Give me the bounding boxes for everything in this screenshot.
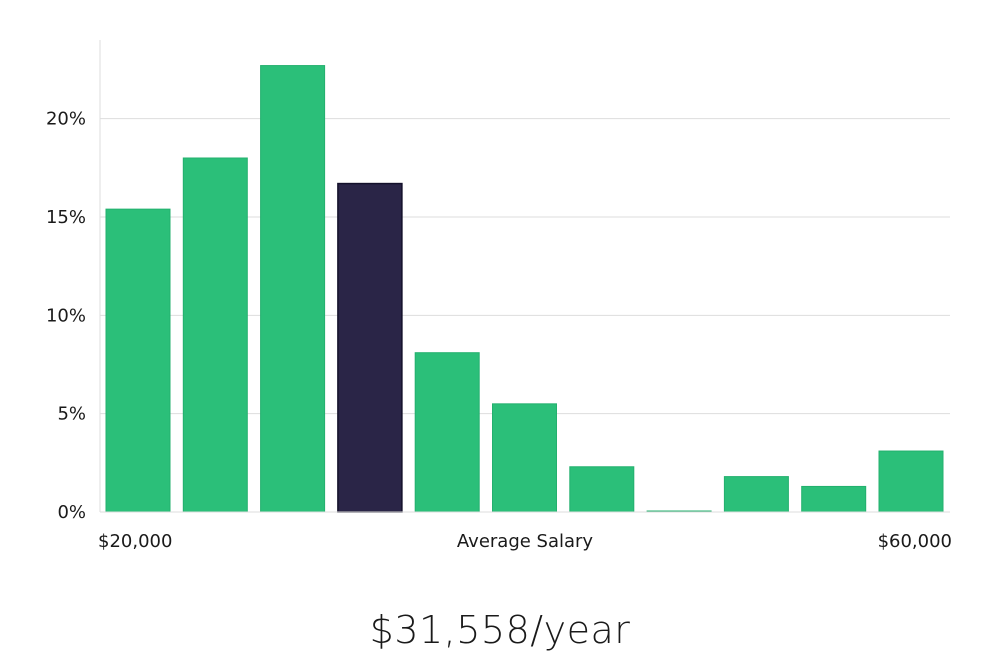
y-tick-label: 20% [46,109,86,130]
histogram-bar [878,450,944,513]
y-tick-label: 15% [46,207,86,228]
salary-histogram: 0% 5% 10% 15% 20% $20,000 Average Salary $60,00… [46,40,952,552]
histogram-bar [260,65,326,513]
histogram-bar [414,352,480,513]
x-axis-title: Average Salary [457,531,594,552]
histogram-bar [105,208,171,513]
y-tick-label: 0% [57,502,86,523]
highlighted-bar [337,182,403,513]
histogram-bar [569,466,635,513]
histogram-bar [492,403,557,513]
x-min-label: $20,000 [98,531,172,552]
y-tick-label: 5% [57,404,86,425]
x-max-label: $60,000 [878,531,952,552]
histogram-bar [723,476,789,513]
histogram-bar [801,485,867,513]
y-tick-label: 10% [46,305,86,326]
average-salary-value: $31,558/year [369,608,631,652]
histogram-bar [182,157,248,513]
